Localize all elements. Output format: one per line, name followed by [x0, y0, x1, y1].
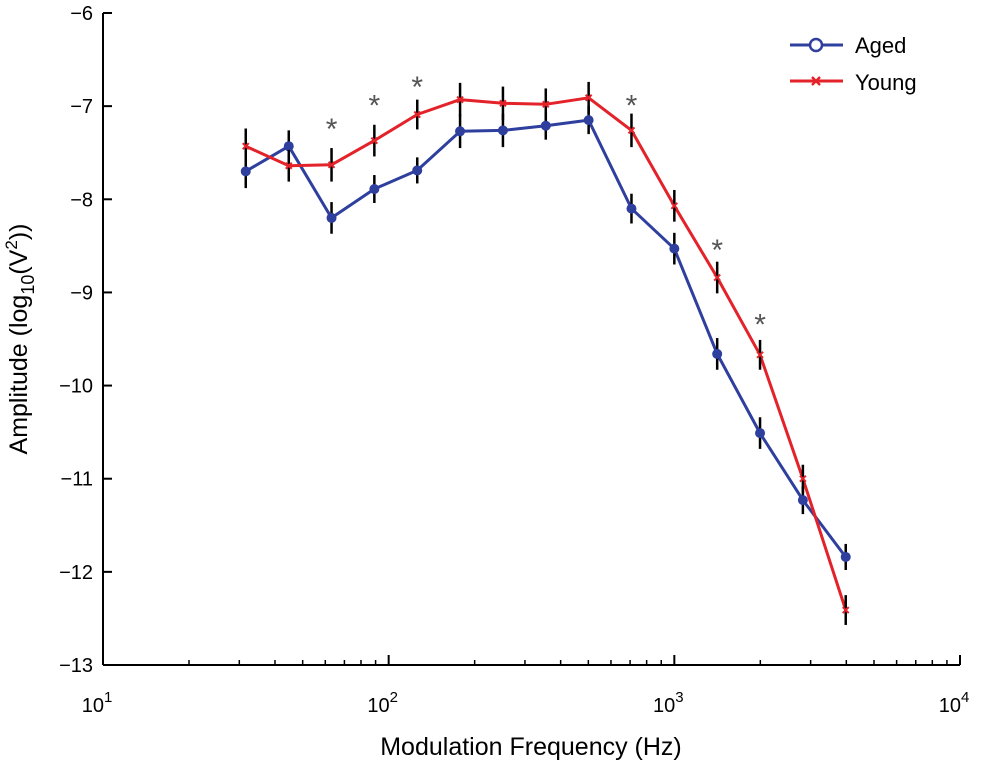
data-point: [327, 161, 336, 169]
x-tick-label: 104: [939, 689, 970, 717]
data-point-stroke: [713, 273, 721, 282]
data-point: [540, 120, 551, 131]
data-point: [456, 95, 464, 104]
y-tick-label: −10: [59, 376, 93, 398]
series-aged: [240, 106, 851, 570]
x-axis-title: Modulation Frequency (Hz): [380, 733, 682, 761]
x-tick-label: 102: [367, 689, 398, 717]
data-point: [413, 110, 421, 119]
data-point: [669, 243, 680, 254]
data-point: [626, 203, 637, 214]
data-point: [326, 212, 337, 223]
data-point: [584, 94, 593, 102]
data-point-stroke: [499, 99, 507, 108]
data-point-stroke: [799, 475, 807, 483]
y-tick-label: −6: [70, 3, 93, 25]
data-point: [583, 115, 594, 126]
data-point: [756, 351, 764, 359]
data-point: [283, 141, 294, 152]
legend-young-marker: [811, 76, 821, 86]
data-point: [497, 125, 508, 136]
y-tick-label: −13: [59, 655, 93, 677]
y-tick-label: −12: [59, 562, 93, 584]
data-point: [499, 99, 507, 108]
data-point-stroke: [842, 606, 850, 614]
data-point: [242, 142, 250, 150]
data-point: [240, 166, 251, 177]
data-point: [712, 348, 723, 359]
data-point-stroke: [327, 161, 336, 169]
legend-young-label: Young: [855, 70, 917, 95]
legend-aged-marker: [808, 37, 824, 53]
significance-marks: * * * * * *: [326, 71, 766, 342]
y-tick-label: −9: [70, 282, 93, 304]
data-point-stroke: [756, 351, 764, 359]
data-point: [369, 184, 380, 195]
y-tick-label: −11: [61, 469, 93, 491]
data-point: [755, 428, 766, 439]
significance-star: *: [754, 308, 766, 341]
significance-star: *: [626, 89, 638, 122]
x-tick-label: 101: [82, 689, 113, 717]
series-young: [242, 81, 850, 625]
data-point: [370, 136, 379, 145]
data-point: [842, 606, 850, 614]
series-line-young: [245, 96, 848, 611]
data-point: [840, 551, 851, 562]
data-point-stroke: [627, 126, 636, 135]
data-point: [670, 202, 679, 210]
y-tick-label: −7: [70, 96, 93, 118]
data-point-stroke: [413, 110, 421, 119]
data-point: [285, 162, 293, 170]
data-point: [713, 273, 721, 282]
significance-star: *: [369, 89, 381, 122]
series-layer: [240, 81, 851, 625]
y-axis-ticks: −6 −7 −8 −9 −10 −11 −12 −13: [59, 3, 112, 677]
significance-star: *: [326, 113, 338, 146]
legend: Aged Young: [790, 33, 917, 95]
data-point: [797, 495, 808, 506]
data-point-stroke: [456, 95, 464, 104]
x-axis-ticks: 101 102 103 104: [82, 655, 970, 717]
x-tick-label: 103: [653, 689, 684, 717]
data-point: [799, 475, 807, 483]
data-point: [542, 100, 550, 108]
data-point-stroke: [285, 162, 293, 170]
data-point-stroke: [370, 136, 379, 145]
significance-star: *: [711, 234, 723, 267]
significance-star: *: [411, 71, 423, 104]
data-point: [627, 126, 636, 135]
data-point: [455, 126, 466, 137]
data-point-stroke: [670, 202, 679, 210]
data-point: [412, 165, 423, 176]
data-point-stroke: [542, 100, 550, 108]
y-tick-label: −8: [70, 189, 93, 211]
y-axis-title: Amplitude (log10(V2)): [2, 224, 38, 455]
data-point-stroke: [242, 142, 250, 150]
legend-aged-label: Aged: [855, 33, 906, 58]
data-point-stroke: [584, 94, 593, 102]
